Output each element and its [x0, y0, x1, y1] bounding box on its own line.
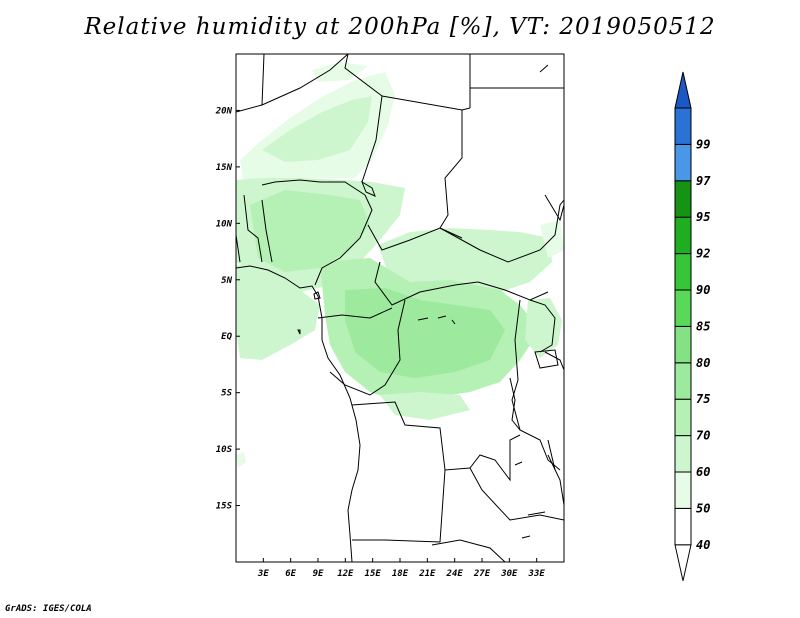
- colorbar-segment-1: [674, 471, 692, 509]
- humidity-region-lakes: [525, 298, 562, 358]
- grads-credit: GrADS: IGES/COLA: [5, 604, 92, 614]
- colorbar-bottom-arrow: [674, 544, 692, 581]
- map-title: Relative humidity at 200hPa [%], VT: 201…: [84, 14, 716, 40]
- lon-tick-label-7: 24E: [446, 569, 464, 579]
- colorbar-label-0: 40: [696, 538, 710, 552]
- lon-tick-label-10: 33E: [528, 569, 546, 579]
- border-togo: [236, 234, 241, 263]
- border-cameroon-gabon: [317, 307, 393, 319]
- border-west-small-2: [261, 199, 273, 263]
- island-sao-tome: [297, 329, 301, 335]
- river-congo-bits: [417, 315, 456, 325]
- border-sudan-south: [439, 199, 564, 263]
- colorbar-segment-11: [674, 107, 692, 145]
- coast-east: [547, 454, 564, 506]
- latitude-axis: 20N 15N 10N 5N EQ 5S 10S 15S: [215, 106, 240, 512]
- colorbar-label-11: 99: [696, 137, 710, 151]
- colorbar-segment-10: [674, 143, 692, 182]
- border-car-drc: [374, 261, 479, 306]
- colorbar-legend: 40 50 60 70 75 80 85 90 92 95 97 99: [674, 71, 711, 581]
- humidity-region-north-patch: [312, 62, 368, 82]
- lat-tick-label-6: 10S: [216, 445, 233, 455]
- border-tanzania: [544, 351, 564, 371]
- colorbar-segment-5: [674, 325, 692, 364]
- border-chad-car: [367, 224, 463, 251]
- border-uganda: [529, 299, 556, 353]
- humidity-region-congo-core: [345, 288, 505, 378]
- border-botswana: [431, 539, 506, 562]
- lake-tanganyika: [509, 377, 521, 431]
- border-zambia-south: [469, 467, 564, 521]
- river-south-bits: [514, 461, 546, 539]
- border-south-sudan: [477, 281, 549, 301]
- colorbar-label-8: 92: [696, 247, 710, 261]
- colorbar-top-arrow: [674, 71, 692, 109]
- border-niger-libya: [261, 54, 349, 106]
- colorbar-label-1: 50: [696, 501, 710, 515]
- lon-tick-label-1: 6E: [285, 569, 296, 579]
- coastline: [236, 64, 564, 562]
- lat-tick-label-3: 5N: [221, 276, 232, 286]
- lat-tick-label-1: 15N: [216, 163, 233, 173]
- border-niger-nigeria: [261, 179, 366, 196]
- humidity-region-coast: [236, 265, 320, 360]
- island-bioko: [313, 291, 321, 300]
- colorbar-label-3: 70: [696, 429, 710, 443]
- lon-tick-label-9: 30E: [500, 569, 518, 579]
- humidity-region-sahara-inner: [262, 96, 372, 162]
- border-ethiopia: [544, 194, 564, 222]
- humidity-shading: [236, 62, 564, 468]
- lat-tick-label-2: 10N: [216, 219, 233, 229]
- longitude-axis: 3E 6E 9E 12E 15E 18E 21E 24E 27E 30E 33E: [257, 558, 545, 579]
- lon-tick-label-0: 3E: [257, 569, 269, 579]
- border-west-small: [243, 194, 263, 263]
- colorbar-segment-8: [674, 216, 692, 255]
- lat-tick-label-7: 15S: [216, 502, 233, 512]
- lon-tick-label-4: 15E: [365, 569, 382, 579]
- map-frame-group: [235, 53, 565, 563]
- lat-tick-label-5: 5S: [221, 389, 232, 399]
- colorbar-label-5: 80: [696, 356, 710, 370]
- humidity-region-car: [378, 228, 552, 292]
- lon-tick-label-2: 9E: [313, 569, 324, 579]
- humidity-region-south-edge: [380, 392, 470, 420]
- border-chad-sudan: [439, 110, 463, 229]
- lon-tick-label-6: 21E: [418, 569, 436, 579]
- colorbar-segment-4: [674, 362, 692, 400]
- colorbar-label-7: 90: [696, 283, 710, 297]
- humidity-region-east-patch: [540, 220, 564, 258]
- colorbar-label-10: 97: [696, 174, 711, 188]
- colorbar-segment-9: [674, 180, 692, 218]
- colorbar-label-9: 95: [696, 210, 710, 224]
- coast-gulf-of-guinea: [236, 265, 361, 562]
- colorbar-segment-6: [674, 289, 692, 327]
- lon-tick-label-8: 27E: [473, 569, 491, 579]
- colorbar-segment-7: [674, 253, 692, 291]
- lat-tick-label-0: 20N: [215, 106, 233, 116]
- colorbar-label-2: 60: [696, 465, 710, 479]
- border-drc-angola: [351, 401, 471, 471]
- lon-tick-label-3: 12E: [337, 569, 354, 579]
- lake-malawi: [547, 439, 556, 471]
- lake-victoria: [534, 349, 559, 369]
- border-east-lakes: [511, 299, 561, 471]
- colorbar-segment-2: [674, 435, 692, 473]
- colorbar-segment-3: [674, 398, 692, 437]
- colorbar-label-4: 75: [696, 392, 710, 406]
- colorbar-label-6: 85: [696, 319, 710, 333]
- humidity-region-west-africa-core: [250, 190, 370, 272]
- lat-tick-label-4: EQ: [221, 332, 232, 342]
- border-nigeria-cameroon: [314, 194, 373, 286]
- lake-chad: [360, 180, 376, 197]
- coast-red-sea: [539, 64, 549, 73]
- border-drc-zambia: [469, 434, 521, 482]
- country-borders: [236, 54, 564, 562]
- border-congo-drc: [329, 299, 406, 396]
- humidity-region-southwest-spot: [236, 452, 246, 468]
- lon-tick-label-5: 18E: [392, 569, 409, 579]
- border-angola-namibia: [352, 469, 446, 543]
- colorbar-segment-0: [674, 507, 692, 546]
